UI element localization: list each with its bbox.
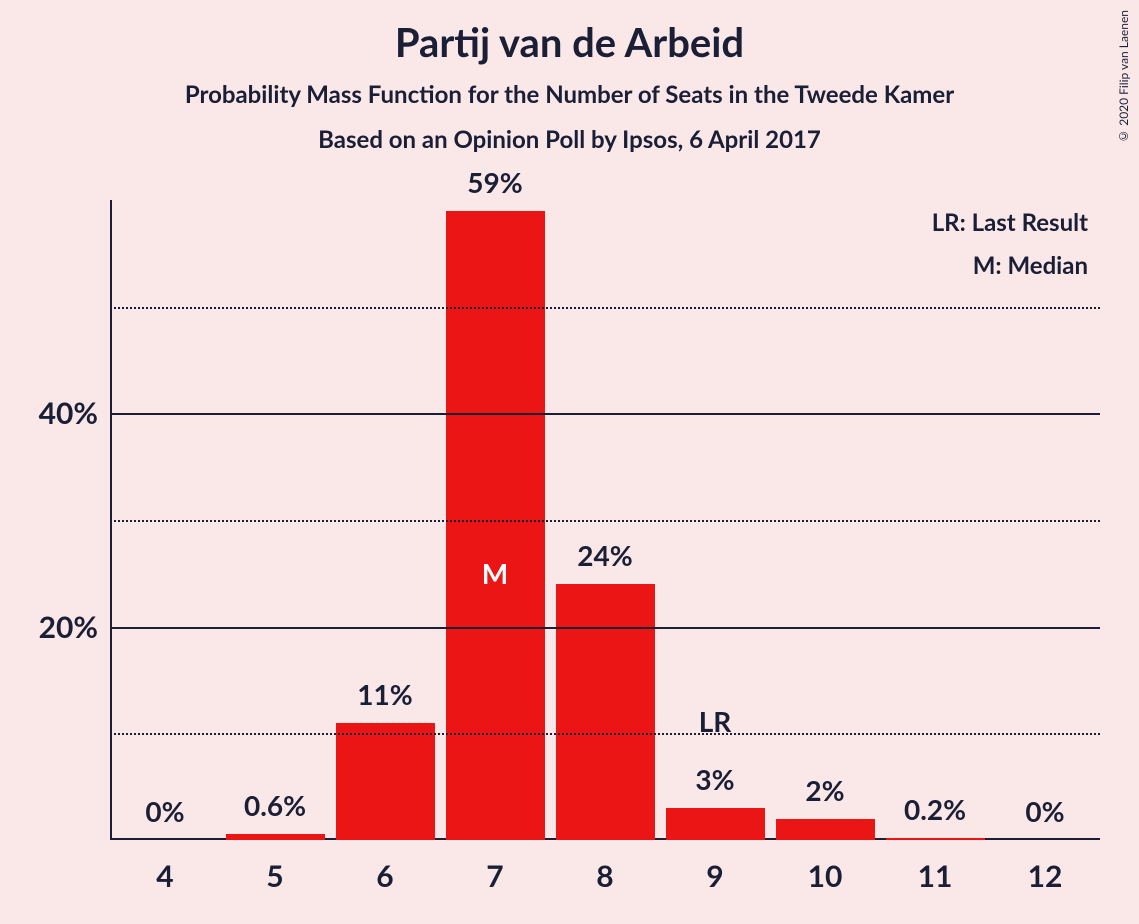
bar xyxy=(666,808,765,840)
x-tick-label: 8 xyxy=(550,840,660,894)
x-tick-label: 7 xyxy=(440,840,550,894)
x-tick-label: 6 xyxy=(330,840,440,894)
gridline xyxy=(110,307,1100,309)
bar xyxy=(446,211,545,840)
legend-line: M: Median xyxy=(932,251,1088,280)
x-tick-label: 10 xyxy=(770,840,880,894)
legend: LR: Last Result M: Median xyxy=(932,208,1088,280)
bar xyxy=(776,819,875,840)
title-text: Partij van de Arbeid xyxy=(395,18,744,66)
chart-subtitle-1: Probability Mass Function for the Number… xyxy=(0,80,1139,109)
legend-line: LR: Last Result xyxy=(932,208,1088,237)
chart-container: Partij van de Arbeid Probability Mass Fu… xyxy=(0,0,1139,924)
x-tick-label: 5 xyxy=(220,840,330,894)
gridline xyxy=(110,733,1100,735)
x-tick-label: 4 xyxy=(110,840,220,894)
bar-value-label: 24% xyxy=(550,538,660,572)
gridline xyxy=(110,413,1100,415)
x-tick-label: 12 xyxy=(990,840,1100,894)
gridline xyxy=(110,520,1100,522)
bar-value-label: 0.6% xyxy=(220,788,330,822)
chart-title: Partij van de Arbeid xyxy=(0,18,1139,66)
bar-value-label: 0% xyxy=(990,794,1100,828)
gridline xyxy=(110,627,1100,629)
x-tick-label: 9 xyxy=(660,840,770,894)
median-marker: M xyxy=(440,556,550,590)
plot-area: 0%40.6%511%659%7M24%83%9LR2%100.2%110%12… xyxy=(110,200,1100,840)
bar-value-label: 2% xyxy=(770,773,880,807)
bar xyxy=(336,723,435,840)
x-tick-label: 11 xyxy=(880,840,990,894)
bar xyxy=(556,584,655,840)
chart-subtitle-2: Based on an Opinion Poll by Ipsos, 6 Apr… xyxy=(0,125,1139,154)
y-tick-label: 40% xyxy=(39,395,110,431)
bar-value-label: 0.2% xyxy=(880,792,990,826)
bar-value-label: 0% xyxy=(110,794,220,828)
bar-value-label: 59% xyxy=(440,165,550,199)
bar-value-label: 3% xyxy=(660,762,770,796)
subtitle1-text: Probability Mass Function for the Number… xyxy=(185,80,954,109)
bar-value-label: 11% xyxy=(330,677,440,711)
subtitle2-text: Based on an Opinion Poll by Ipsos, 6 Apr… xyxy=(318,125,821,154)
y-tick-label: 20% xyxy=(39,609,110,645)
copyright-text: © 2020 Filip van Laenen xyxy=(1116,10,1131,144)
